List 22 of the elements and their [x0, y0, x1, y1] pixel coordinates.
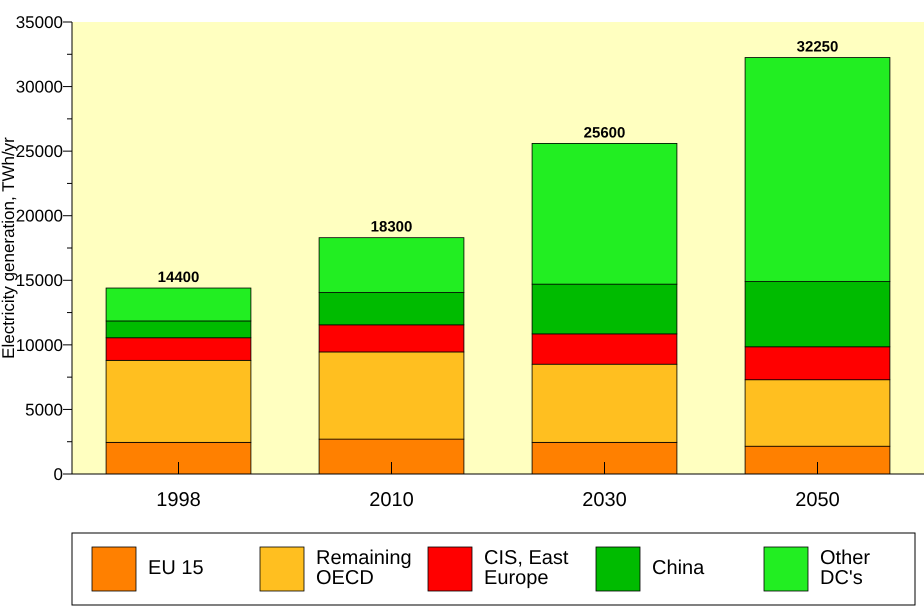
- x-tick-label: 2050: [795, 489, 840, 511]
- y-tick-label: 35000: [16, 12, 63, 32]
- total-label: 18300: [370, 218, 412, 236]
- total-label: 32250: [796, 38, 838, 56]
- x-tick-label: 2030: [582, 489, 627, 511]
- legend-label: Remaining OECD: [316, 547, 412, 590]
- x-tick-label: 2010: [369, 489, 414, 511]
- legend-label: CIS, East Europe: [484, 547, 569, 590]
- legend-label: China: [652, 557, 706, 580]
- y-tick-label: 0: [54, 464, 63, 484]
- y-tick-label: 15000: [16, 271, 63, 290]
- y-tick-label: 5000: [25, 400, 63, 420]
- y-tick-label: 20000: [16, 206, 63, 226]
- legend-label: EU 15: [148, 557, 204, 580]
- y-axis-title: Electricity generation, TWh/yr: [0, 136, 18, 359]
- legend-label: Other DC's: [820, 547, 870, 590]
- y-tick-label: 25000: [16, 142, 63, 162]
- total-label: 25600: [584, 124, 626, 142]
- x-tick-label: 1998: [156, 489, 201, 511]
- total-label: 14400: [158, 269, 200, 286]
- y-tick-label: 30000: [16, 78, 63, 97]
- y-tick-label: 10000: [16, 336, 63, 355]
